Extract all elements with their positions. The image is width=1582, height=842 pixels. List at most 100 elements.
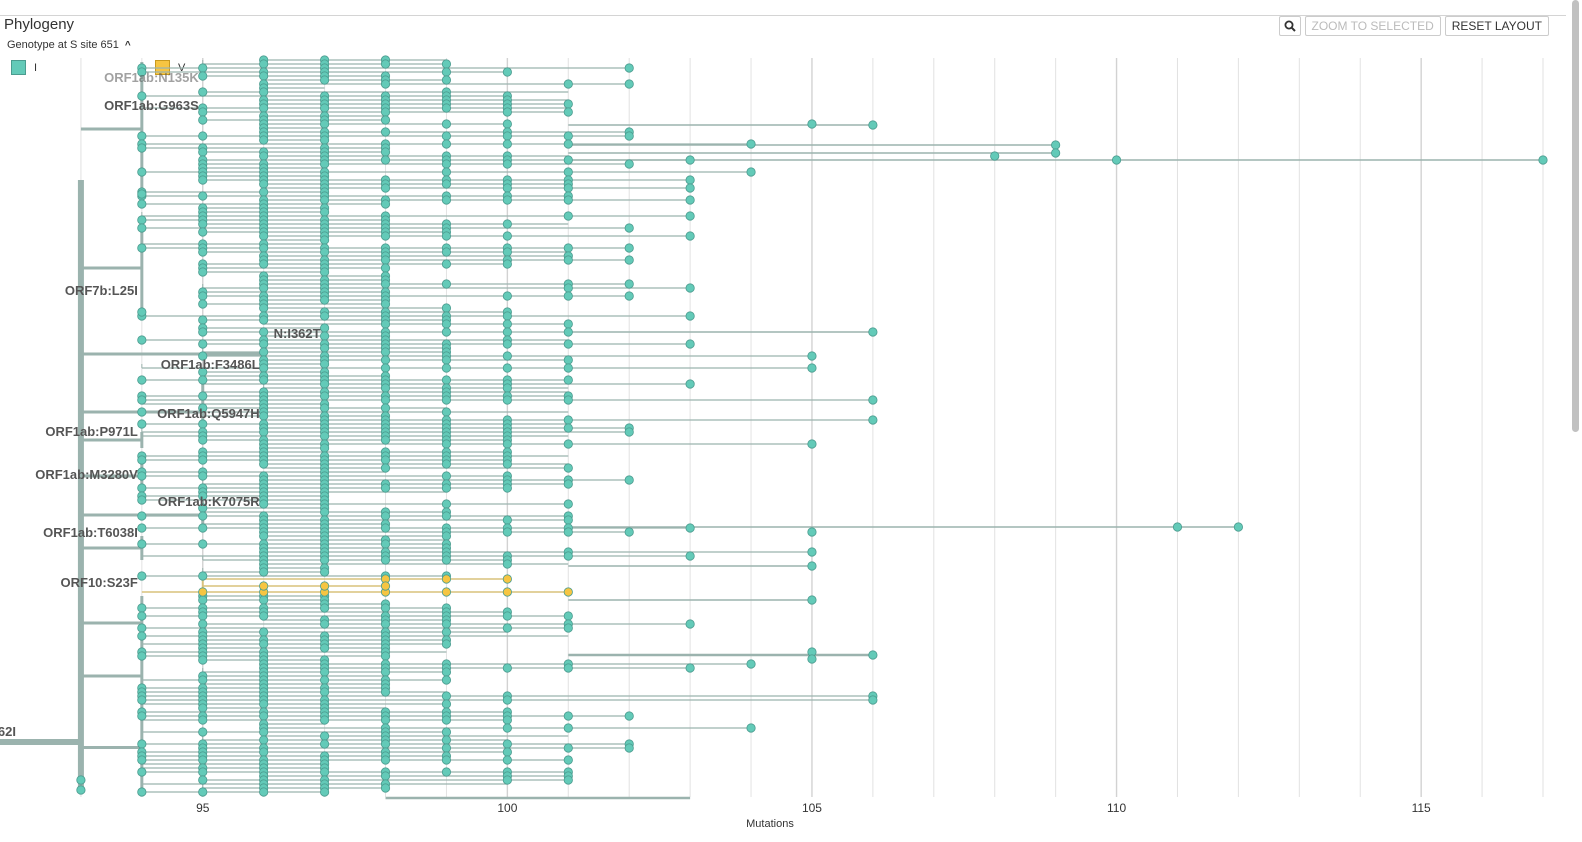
- tip-node[interactable]: [441, 459, 452, 469]
- tip-node[interactable]: [502, 67, 512, 77]
- tip-node[interactable]: [319, 787, 330, 797]
- tip-node[interactable]: [198, 523, 208, 533]
- tip-node[interactable]: [259, 427, 269, 437]
- branch-label[interactable]: ORF7b:L25I: [65, 283, 138, 298]
- branch-label[interactable]: N:T362I: [0, 724, 16, 739]
- tip-node[interactable]: [137, 419, 147, 429]
- tip-node[interactable]: [198, 491, 208, 501]
- tip-node[interactable]: [198, 455, 208, 465]
- tip-node[interactable]: [563, 623, 573, 633]
- tip-node[interactable]: [198, 191, 208, 201]
- tip-node[interactable]: [137, 199, 147, 209]
- tip-node[interactable]: [259, 151, 269, 161]
- tip-node[interactable]: [502, 183, 512, 193]
- tip-node[interactable]: [319, 331, 330, 341]
- tip-node[interactable]: [1051, 140, 1061, 150]
- tip-node[interactable]: [563, 131, 573, 141]
- tip-node[interactable]: [137, 651, 147, 661]
- tip-node[interactable]: [380, 155, 391, 165]
- tip-node[interactable]: [563, 139, 573, 149]
- tip-node[interactable]: [563, 167, 573, 177]
- tip-node[interactable]: [380, 355, 391, 365]
- tip-node[interactable]: [685, 379, 695, 389]
- branch-label[interactable]: ORF1ab:P971L: [45, 424, 138, 439]
- tip-node[interactable]: [441, 319, 452, 329]
- tip-node[interactable]: [502, 139, 512, 149]
- tip-node[interactable]: [624, 63, 634, 73]
- tip-node[interactable]: [259, 315, 269, 325]
- tip-node[interactable]: [319, 379, 330, 389]
- tip-node[interactable]: [198, 511, 208, 521]
- tip-node[interactable]: [563, 711, 573, 721]
- tip-node[interactable]: [563, 319, 573, 329]
- tip-node[interactable]: [441, 355, 452, 365]
- tip-node[interactable]: [441, 531, 452, 541]
- tip-node[interactable]: [624, 279, 634, 289]
- tip-node[interactable]: [868, 120, 878, 130]
- tip-node[interactable]: [502, 755, 512, 765]
- tip-node[interactable]: [441, 279, 452, 289]
- tip-node[interactable]: [319, 75, 330, 85]
- tip-node[interactable]: [137, 631, 147, 641]
- tip-node[interactable]: [563, 755, 573, 765]
- tip-node[interactable]: [868, 650, 878, 660]
- zoom-to-selected-button[interactable]: ZOOM TO SELECTED: [1304, 16, 1441, 36]
- zoom-button[interactable]: [1278, 16, 1301, 36]
- tip-node[interactable]: [259, 611, 269, 621]
- tip-node[interactable]: [259, 627, 269, 637]
- tip-node[interactable]: [502, 339, 512, 349]
- tip-node[interactable]: [319, 343, 330, 353]
- tip-node[interactable]: [380, 395, 391, 405]
- tip-node[interactable]: [198, 267, 208, 277]
- tip-node[interactable]: [259, 727, 269, 737]
- branch-label[interactable]: ORF1ab:M3280V: [35, 467, 138, 482]
- tip-node[interactable]: [441, 195, 452, 205]
- tip-node[interactable]: [380, 455, 391, 465]
- tip-node[interactable]: [259, 303, 269, 313]
- tip-node[interactable]: [380, 79, 391, 89]
- tip-node[interactable]: [198, 327, 208, 337]
- tip-node[interactable]: [380, 435, 391, 445]
- tip-node[interactable]: [502, 327, 512, 337]
- tip-node[interactable]: [502, 363, 512, 373]
- tip-node[interactable]: [1172, 522, 1183, 532]
- tip-node[interactable]: [76, 775, 86, 785]
- tip-node[interactable]: [259, 231, 269, 241]
- tip-node[interactable]: [380, 147, 391, 157]
- tip-node[interactable]: [319, 555, 330, 565]
- tip-node[interactable]: [319, 311, 330, 321]
- tip-node[interactable]: [563, 515, 573, 525]
- tip-node[interactable]: [502, 291, 512, 301]
- tip-node[interactable]: [441, 471, 452, 481]
- tip-node[interactable]: [563, 743, 573, 753]
- tip-node[interactable]: [441, 67, 452, 77]
- tip-node[interactable]: [198, 71, 208, 81]
- tip-node[interactable]: [198, 619, 208, 629]
- tip-node[interactable]: [319, 431, 330, 441]
- tip-node[interactable]: [624, 527, 634, 537]
- tip-node[interactable]: [746, 659, 756, 669]
- tip-node[interactable]: [380, 115, 391, 125]
- tip-node[interactable]: [563, 211, 573, 221]
- tip-node[interactable]: [685, 619, 695, 629]
- tip-node[interactable]: [502, 695, 512, 705]
- tip-node[interactable]: [259, 499, 269, 509]
- tip-node[interactable]: [137, 471, 147, 481]
- tip-node[interactable]: [868, 395, 878, 405]
- tip-node[interactable]: [563, 243, 573, 253]
- tip-node[interactable]: [198, 471, 208, 481]
- tip-node[interactable]: [137, 695, 147, 705]
- tip-node[interactable]: [319, 739, 330, 749]
- tip-node[interactable]: [198, 63, 208, 73]
- tip-node[interactable]: [563, 551, 573, 561]
- tip-node[interactable]: [441, 363, 452, 373]
- tip-node[interactable]: [502, 663, 512, 673]
- tip-node[interactable]: [441, 303, 452, 313]
- tip-node[interactable]: [380, 619, 391, 629]
- tip-node[interactable]: [137, 375, 147, 385]
- tip-node[interactable]: [319, 443, 330, 453]
- tip-node[interactable]: [380, 523, 391, 533]
- tip-node[interactable]: [502, 747, 512, 757]
- tip-node[interactable]: [868, 415, 878, 425]
- tip-node[interactable]: [259, 179, 269, 189]
